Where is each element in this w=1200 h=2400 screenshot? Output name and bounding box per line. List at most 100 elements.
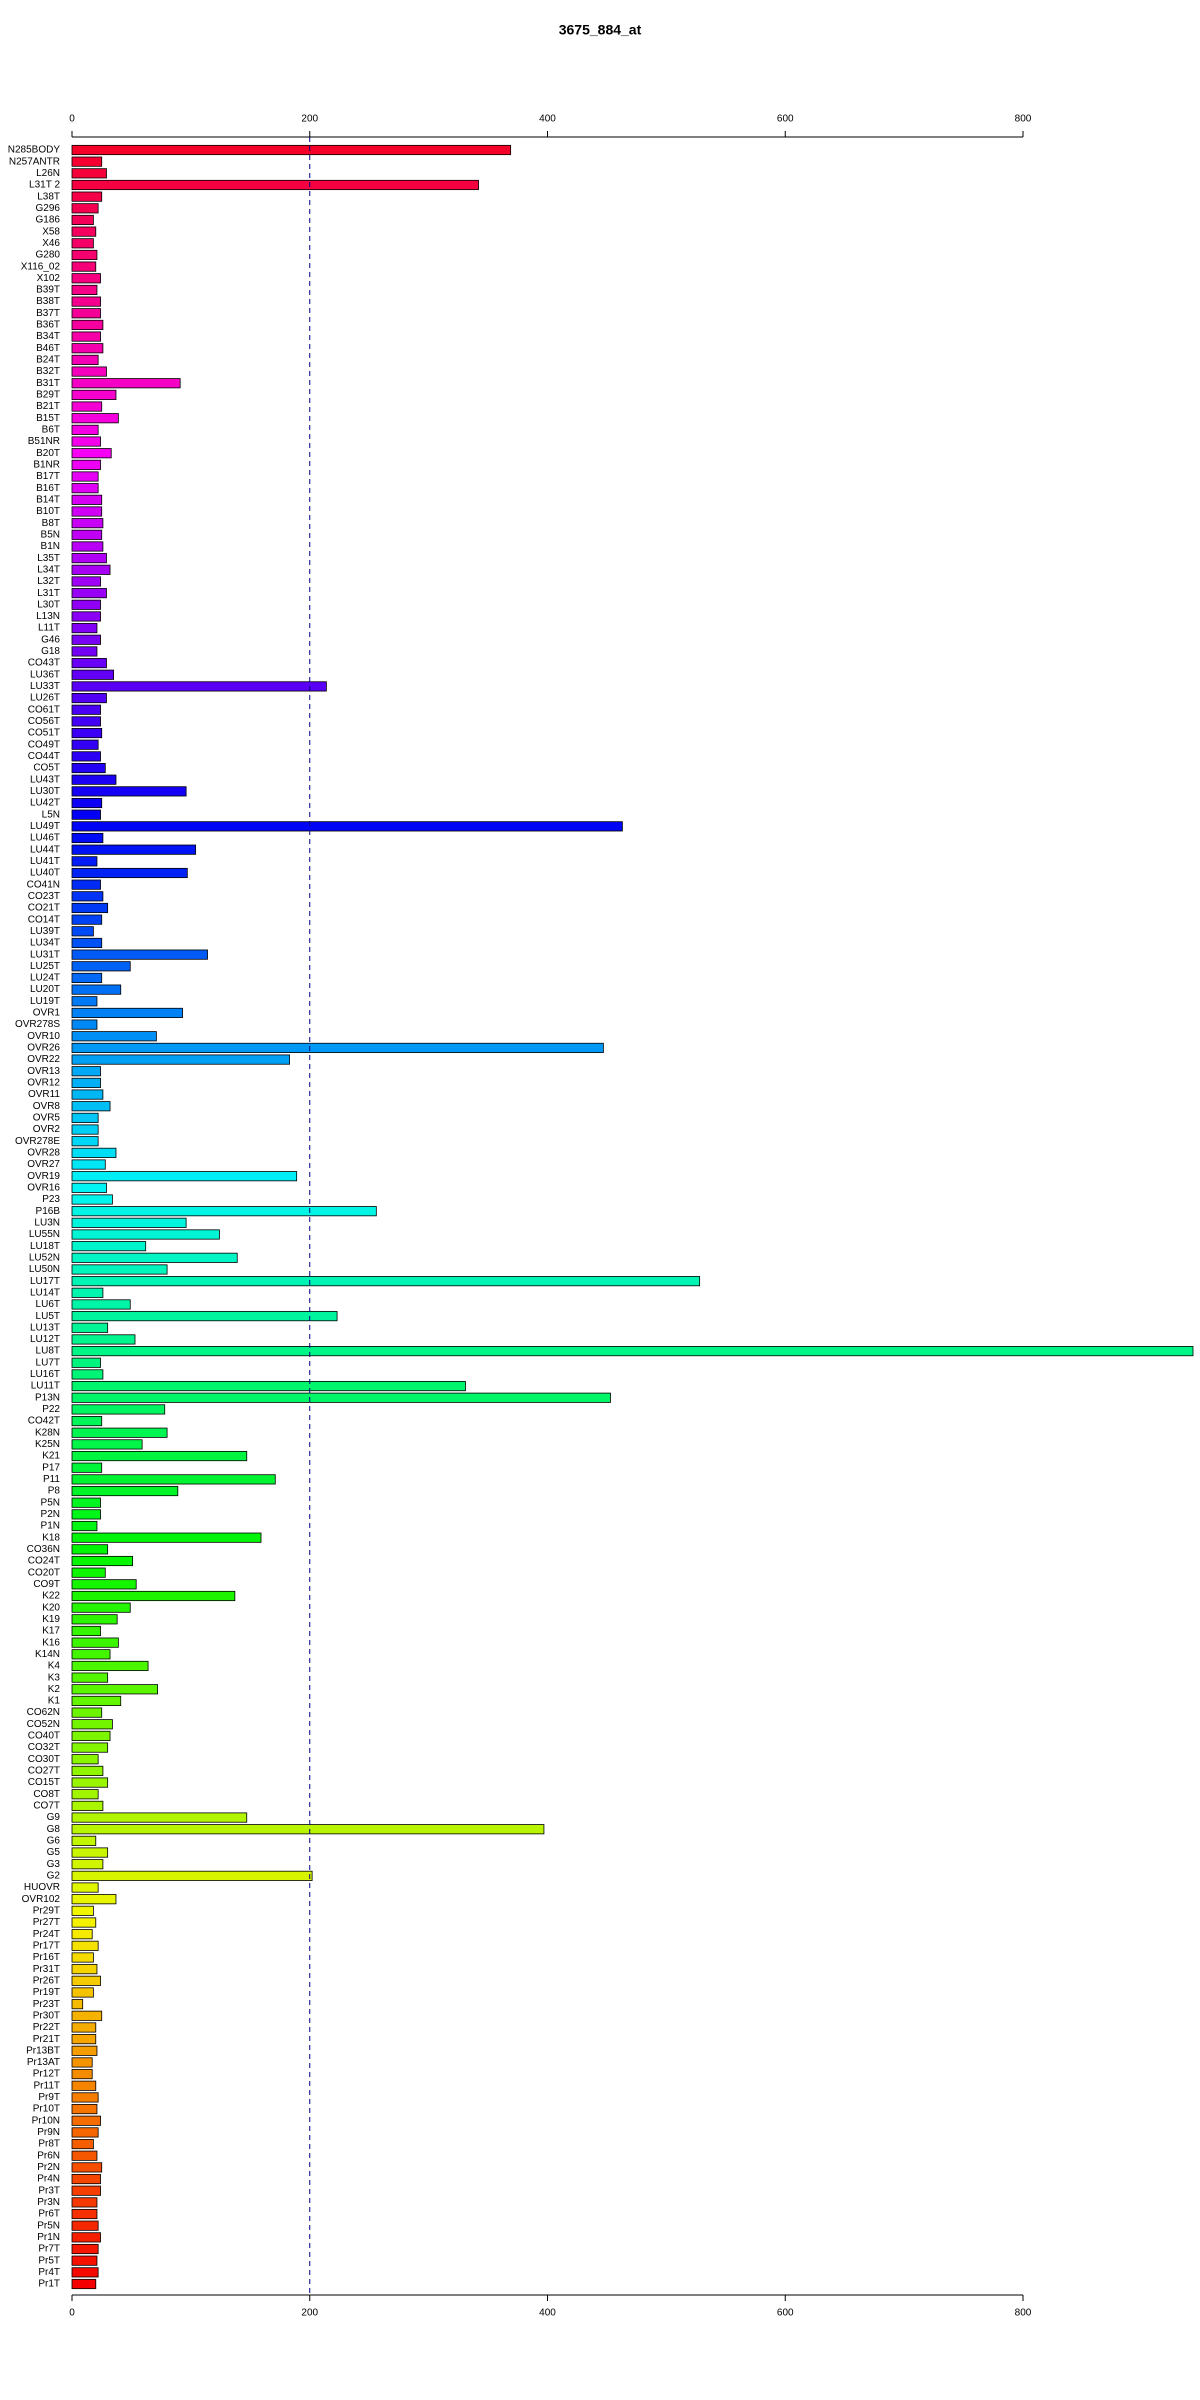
y-tick-label: CO44T bbox=[28, 751, 60, 762]
y-tick-label: Pr2N bbox=[37, 2162, 60, 2173]
bar bbox=[71, 261, 97, 272]
y-tick-label: Pr3T bbox=[38, 2185, 60, 2196]
y-tick-label: K14N bbox=[35, 1649, 60, 1660]
y-tick-label: K4 bbox=[48, 1661, 61, 1672]
bar bbox=[71, 214, 94, 226]
bar bbox=[71, 1276, 701, 1287]
bar bbox=[71, 1147, 117, 1158]
bar bbox=[71, 774, 117, 785]
bar bbox=[71, 1462, 103, 1473]
bar bbox=[71, 1894, 117, 1905]
y-tick-label: LU5T bbox=[36, 1311, 60, 1322]
y-tick-label: X102 bbox=[37, 273, 61, 284]
bar bbox=[71, 389, 117, 400]
y-tick-label: Pr17T bbox=[33, 1940, 60, 1951]
y-tick-label: LU34T bbox=[30, 938, 60, 949]
y-tick-label: LU49T bbox=[30, 821, 60, 832]
bar bbox=[71, 1684, 158, 1695]
y-tick-label: B17T bbox=[36, 471, 60, 482]
bar bbox=[71, 2104, 98, 2115]
y-tick-label: P5N bbox=[41, 1497, 60, 1508]
bar bbox=[71, 996, 98, 1007]
bar bbox=[71, 972, 103, 984]
bar bbox=[71, 1287, 104, 1298]
bar bbox=[71, 1182, 107, 1193]
y-tick-label: CO15T bbox=[28, 1777, 60, 1788]
y-tick-label: B51NR bbox=[28, 436, 60, 447]
y-tick-label: K19 bbox=[42, 1614, 60, 1625]
bar bbox=[71, 506, 103, 517]
y-tick-label: LU50N bbox=[29, 1264, 60, 1275]
bar bbox=[71, 1474, 276, 1485]
bar bbox=[71, 2080, 97, 2091]
y-tick-label: G9 bbox=[47, 1812, 61, 1823]
bar bbox=[71, 1602, 131, 1613]
y-tick-label: CO30T bbox=[28, 1754, 60, 1765]
bar bbox=[71, 646, 98, 657]
bar bbox=[71, 611, 101, 622]
bar bbox=[71, 1311, 338, 1322]
bar bbox=[71, 1987, 94, 1998]
y-tick-label: LU33T bbox=[30, 681, 60, 692]
bar bbox=[71, 2010, 103, 2021]
y-tick-label: Pr29T bbox=[33, 1905, 60, 1916]
y-tick-label: LU44T bbox=[30, 844, 60, 855]
y-tick-label: Pr4N bbox=[37, 2174, 60, 2185]
x-tick-label: 800 bbox=[1015, 2308, 1032, 2319]
y-tick-label: CO62N bbox=[27, 1707, 60, 1718]
y-tick-label: OVR12 bbox=[27, 1078, 60, 1089]
y-tick-label: Pr4T bbox=[38, 2267, 60, 2278]
bar bbox=[71, 2057, 93, 2068]
bar bbox=[71, 1217, 187, 1228]
bar bbox=[71, 844, 197, 855]
bar bbox=[71, 2278, 97, 2290]
y-tick-label: OVR8 bbox=[33, 1101, 61, 1112]
y-tick-label: LU16T bbox=[30, 1369, 60, 1380]
y-tick-label: CO36N bbox=[27, 1544, 60, 1555]
y-tick-label: CO43T bbox=[28, 658, 60, 669]
bar bbox=[71, 179, 479, 191]
bar bbox=[71, 1346, 1194, 1357]
y-tick-label: Pr12T bbox=[33, 2069, 60, 2080]
y-tick-label: LU30T bbox=[30, 786, 60, 797]
x-tick-label: 0 bbox=[69, 114, 75, 125]
y-tick-label: P22 bbox=[42, 1404, 60, 1415]
y-tick-label: Pr13AT bbox=[27, 2057, 60, 2068]
bar bbox=[71, 1264, 168, 1275]
y-tick-label: Pr9T bbox=[38, 2092, 60, 2103]
bar bbox=[71, 1194, 113, 1205]
y-tick-label: LU46T bbox=[30, 833, 60, 844]
bar bbox=[71, 529, 103, 540]
y-tick-label: G186 bbox=[36, 215, 61, 226]
y-tick-label: Pr5N bbox=[37, 2220, 60, 2231]
y-tick-label: P13N bbox=[35, 1392, 60, 1403]
x-tick-label: 600 bbox=[777, 2308, 794, 2319]
y-tick-label: B24T bbox=[36, 355, 60, 366]
bar bbox=[71, 1252, 238, 1263]
bar bbox=[71, 1101, 111, 1112]
y-tick-label: Pr10T bbox=[33, 2104, 60, 2115]
bar bbox=[71, 1567, 106, 1578]
y-tick-label: Pr27T bbox=[33, 1917, 60, 1928]
y-tick-label: OVR22 bbox=[27, 1054, 60, 1065]
bar bbox=[71, 2034, 97, 2045]
y-tick-label: L13N bbox=[36, 611, 60, 622]
y-tick-label: B16T bbox=[36, 483, 60, 494]
bar bbox=[71, 343, 104, 354]
y-tick-label: Pr23T bbox=[33, 1999, 60, 2010]
bar bbox=[71, 1940, 99, 1951]
y-tick-label: Pr24T bbox=[33, 1929, 60, 1940]
y-tick-label: HUOVR bbox=[24, 1882, 60, 1893]
bar bbox=[71, 273, 101, 284]
bar bbox=[71, 483, 99, 494]
bar bbox=[71, 1171, 298, 1182]
y-tick-label: P16B bbox=[36, 1206, 61, 1217]
bar bbox=[71, 553, 107, 564]
y-tick-label: LU25T bbox=[30, 961, 60, 972]
bar bbox=[71, 2197, 98, 2208]
bar bbox=[71, 809, 101, 820]
bar bbox=[71, 1485, 179, 1497]
y-tick-label: Pr1T bbox=[38, 2279, 60, 2290]
bar bbox=[71, 1882, 99, 1893]
chart-title: 3675_884_at bbox=[559, 22, 642, 38]
